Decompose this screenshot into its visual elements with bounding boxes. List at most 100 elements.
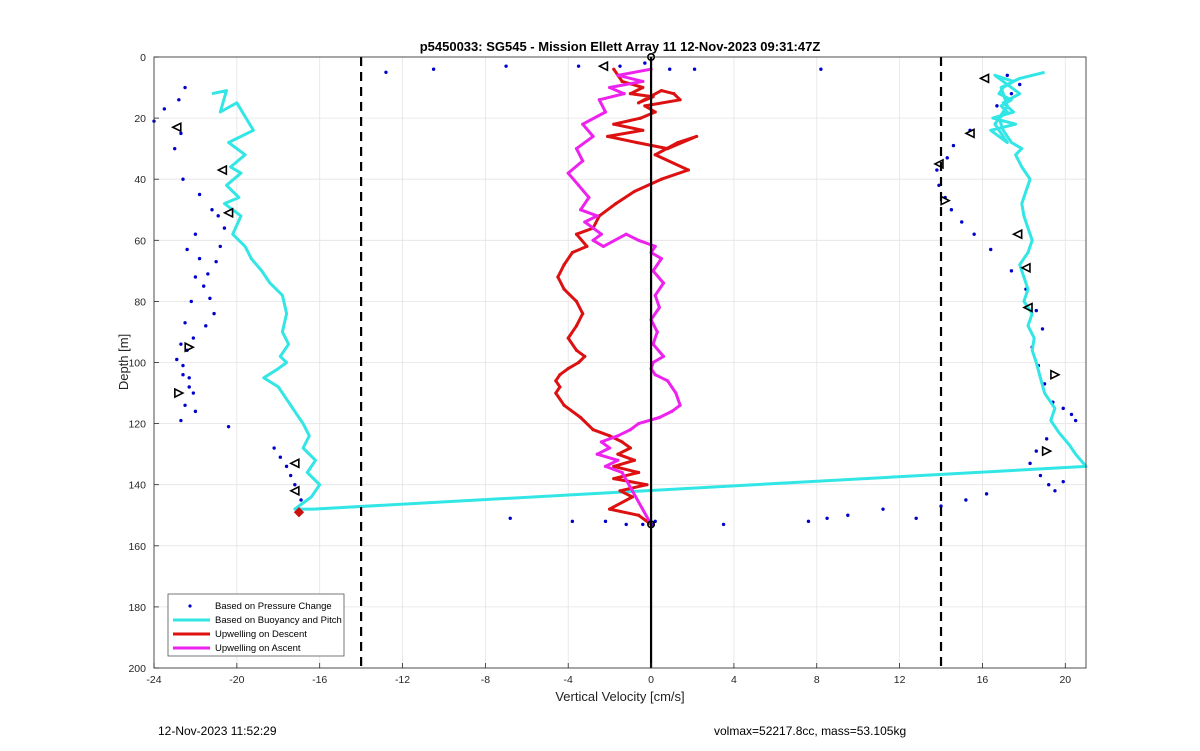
data-point <box>191 336 196 340</box>
data-point <box>989 247 993 252</box>
data-point <box>181 363 185 368</box>
data-point <box>935 168 939 172</box>
series-point <box>574 147 579 151</box>
series-point <box>676 140 680 145</box>
series-0 <box>152 61 1078 527</box>
y-tick-label: 80 <box>134 296 146 308</box>
data-point <box>193 409 198 414</box>
series-point <box>651 95 655 99</box>
legend-entry-buoyancy: Based on Buoyancy and Pitch <box>173 615 342 626</box>
data-point <box>216 214 220 218</box>
y-tick-label: 120 <box>128 419 146 431</box>
series-point <box>616 452 620 456</box>
triangle-left-marker <box>222 207 234 219</box>
series-point <box>581 122 585 126</box>
series-line <box>211 70 1088 511</box>
legend: Based on Pressure Change Based on Buoyan… <box>167 593 345 657</box>
data-point <box>1009 269 1014 273</box>
y-tick-label: 200 <box>128 663 146 675</box>
series-point <box>581 159 585 163</box>
series-point <box>641 79 645 84</box>
series-point <box>591 134 595 139</box>
series-point <box>659 257 664 261</box>
series-point <box>634 140 639 145</box>
x-tick-label: 12 <box>894 674 906 686</box>
series-layer <box>152 61 1088 527</box>
series-point <box>678 403 682 407</box>
data-point <box>183 85 187 90</box>
data-point <box>960 220 964 224</box>
series-point <box>556 275 560 279</box>
triangle-left-marker <box>1011 228 1023 240</box>
series-point <box>608 446 612 450</box>
series-point <box>616 458 620 462</box>
chart-title: p5450033: SG545 - Mission Ellett Array 1… <box>420 39 821 54</box>
data-point <box>226 424 231 429</box>
data-point <box>288 473 293 478</box>
x-tick-label: 16 <box>977 674 989 686</box>
series-point <box>637 470 641 475</box>
data-point <box>210 208 214 212</box>
data-point <box>964 498 968 502</box>
data-point <box>914 516 918 521</box>
data-point <box>1040 327 1045 331</box>
series-point <box>620 440 624 444</box>
data-point <box>1069 412 1074 417</box>
series-point <box>570 250 574 255</box>
series-point <box>581 312 585 316</box>
data-point <box>618 64 622 68</box>
series-point <box>603 110 608 114</box>
data-point <box>179 131 183 136</box>
y-tick-label: 0 <box>140 52 146 64</box>
data-point <box>191 391 196 395</box>
data-point <box>214 259 218 264</box>
triangle-right-marker <box>1050 369 1061 381</box>
data-point <box>384 70 388 74</box>
data-point <box>222 226 227 230</box>
legend-label: Based on Pressure Change <box>215 601 332 612</box>
data-point <box>208 296 212 301</box>
series-point <box>661 281 666 285</box>
series-point <box>628 92 632 96</box>
data-point <box>576 64 581 68</box>
series-point <box>603 464 608 468</box>
x-tick-label: -8 <box>481 674 490 686</box>
series-point <box>641 128 645 132</box>
grid-lines <box>153 56 1086 669</box>
series-point <box>637 422 641 426</box>
y-tick-label: 60 <box>134 235 146 247</box>
series-point <box>601 244 606 249</box>
data-point <box>881 507 885 511</box>
y-tick-label: 160 <box>128 541 146 553</box>
series-point <box>670 409 674 413</box>
series-point <box>639 116 643 120</box>
series-point <box>591 428 595 432</box>
triangle-left-marker <box>1022 302 1033 313</box>
series-point <box>579 415 583 420</box>
data-point <box>819 67 823 71</box>
triangle-right-marker <box>940 195 951 206</box>
series-point <box>562 287 566 291</box>
footer-info: volmax=52217.8cc, mass=53.105kg <box>714 724 907 738</box>
data-point <box>193 232 198 236</box>
series-point <box>608 434 612 438</box>
data-point <box>570 519 575 524</box>
series-2 <box>554 67 699 527</box>
triangle-left-marker <box>597 60 609 72</box>
series-point <box>612 464 616 468</box>
series-point <box>591 226 595 230</box>
data-point <box>624 522 628 527</box>
data-point <box>949 208 954 212</box>
series-point <box>628 428 632 432</box>
series-point <box>612 67 616 71</box>
legend-entry-pressure: Based on Pressure Change <box>188 601 332 612</box>
triangle-left-marker <box>978 73 990 84</box>
series-point <box>574 299 579 303</box>
data-point <box>603 519 608 524</box>
y-tick-label: 180 <box>128 602 146 614</box>
series-point <box>659 89 664 93</box>
y-tick-label: 100 <box>128 358 146 370</box>
series-point <box>643 104 647 108</box>
series-point <box>632 189 637 194</box>
triangle-right-marker <box>174 387 185 399</box>
